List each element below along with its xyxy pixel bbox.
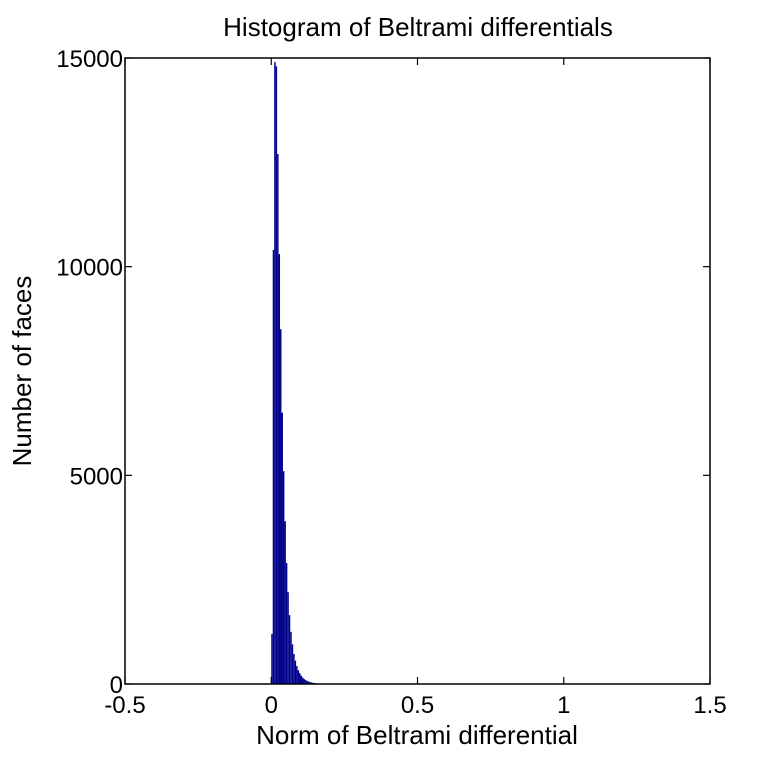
histogram-bar xyxy=(278,254,281,684)
histogram-bar xyxy=(272,249,275,684)
histogram-bar xyxy=(280,329,282,684)
histogram-bar xyxy=(277,153,279,684)
histogram-bar xyxy=(271,633,273,684)
histogram-bar xyxy=(288,615,291,684)
histogram-bar xyxy=(307,681,310,684)
histogram-bar xyxy=(304,680,307,684)
histogram-bar xyxy=(310,682,313,684)
histogram-bar xyxy=(303,678,305,684)
x-tick-label: 1 xyxy=(557,692,570,719)
histogram-bar xyxy=(300,675,302,684)
histogram-bar xyxy=(284,521,286,684)
histogram-bar xyxy=(294,660,297,684)
histogram-bar xyxy=(274,62,276,684)
y-tick-label: 10000 xyxy=(56,255,123,282)
histogram-bar xyxy=(290,631,292,684)
x-tick-label: 0.5 xyxy=(401,692,434,719)
histogram-bar xyxy=(293,653,295,684)
histogram-bar xyxy=(287,592,289,684)
histogram-bar xyxy=(296,666,298,684)
histogram-bar xyxy=(285,562,288,684)
histogram-bar xyxy=(306,680,308,684)
x-tick-label: 1.5 xyxy=(693,692,726,719)
x-tick-label: 0 xyxy=(265,692,278,719)
y-axis-label: Number of faces xyxy=(7,276,37,467)
histogram-bar xyxy=(281,412,283,684)
histogram-bars xyxy=(271,62,342,684)
histogram-bar xyxy=(282,471,285,684)
y-tick-label: 5000 xyxy=(70,463,123,490)
y-tick-label: 15000 xyxy=(56,46,123,73)
histogram-bar xyxy=(291,644,294,684)
x-tick-label: -0.5 xyxy=(104,692,145,719)
histogram-bar xyxy=(309,682,311,684)
plot-frame xyxy=(124,57,711,685)
histogram-bar xyxy=(297,670,300,684)
x-axis-label: Norm of Beltrami differential xyxy=(256,720,578,750)
histogram-bar xyxy=(299,673,301,684)
histogram-bar xyxy=(275,66,278,684)
y-tick-label: 0 xyxy=(110,672,123,699)
histogram-bar xyxy=(301,677,304,684)
chart-title: Histogram of Beltrami differentials xyxy=(223,12,613,42)
